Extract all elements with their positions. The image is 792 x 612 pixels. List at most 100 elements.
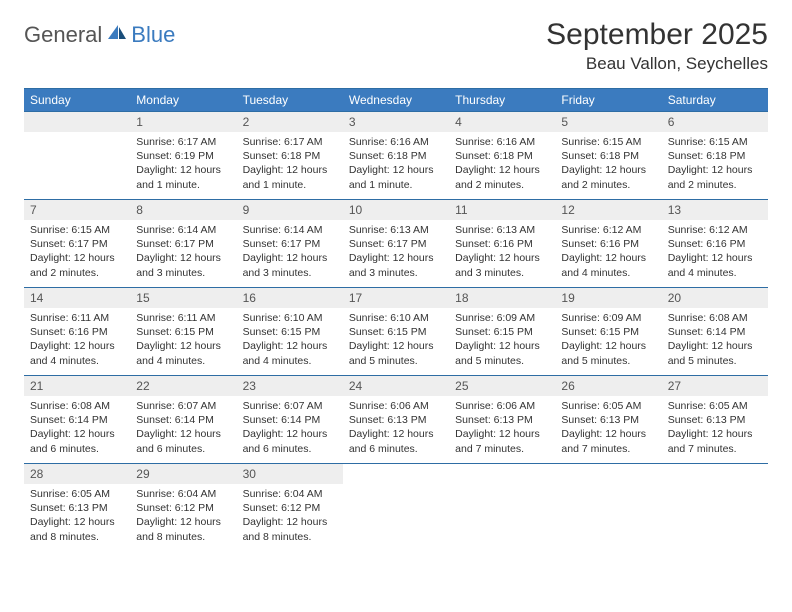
daylight-text: Daylight: 12 hours and 2 minutes. — [455, 163, 549, 191]
calendar-cell-blank — [343, 463, 449, 551]
sunrise-text: Sunrise: 6:16 AM — [349, 135, 443, 149]
day-number — [662, 464, 768, 484]
day-details: Sunrise: 6:17 AMSunset: 6:19 PMDaylight:… — [130, 132, 236, 198]
day-details: Sunrise: 6:14 AMSunset: 6:17 PMDaylight:… — [237, 220, 343, 286]
day-number: 1 — [130, 112, 236, 132]
day-number: 13 — [662, 200, 768, 220]
sunrise-text: Sunrise: 6:07 AM — [243, 399, 337, 413]
weekday-header: Saturday — [662, 89, 768, 111]
daylight-text: Daylight: 12 hours and 8 minutes. — [243, 515, 337, 543]
day-number: 9 — [237, 200, 343, 220]
sunrise-text: Sunrise: 6:12 AM — [668, 223, 762, 237]
sunrise-text: Sunrise: 6:12 AM — [561, 223, 655, 237]
day-number — [24, 112, 130, 132]
sunrise-text: Sunrise: 6:05 AM — [30, 487, 124, 501]
day-details: Sunrise: 6:07 AMSunset: 6:14 PMDaylight:… — [237, 396, 343, 462]
day-details: Sunrise: 6:10 AMSunset: 6:15 PMDaylight:… — [343, 308, 449, 374]
sunset-text: Sunset: 6:18 PM — [349, 149, 443, 163]
calendar-grid: SundayMondayTuesdayWednesdayThursdayFrid… — [24, 88, 768, 551]
sunset-text: Sunset: 6:16 PM — [30, 325, 124, 339]
day-details: Sunrise: 6:16 AMSunset: 6:18 PMDaylight:… — [343, 132, 449, 198]
day-number: 12 — [555, 200, 661, 220]
location: Beau Vallon, Seychelles — [546, 54, 768, 74]
sunset-text: Sunset: 6:14 PM — [30, 413, 124, 427]
daylight-text: Daylight: 12 hours and 5 minutes. — [668, 339, 762, 367]
day-number: 19 — [555, 288, 661, 308]
calendar-cell: 18Sunrise: 6:09 AMSunset: 6:15 PMDayligh… — [449, 287, 555, 375]
sunset-text: Sunset: 6:13 PM — [561, 413, 655, 427]
day-number: 6 — [662, 112, 768, 132]
calendar-cell: 9Sunrise: 6:14 AMSunset: 6:17 PMDaylight… — [237, 199, 343, 287]
daylight-text: Daylight: 12 hours and 6 minutes. — [136, 427, 230, 455]
sunrise-text: Sunrise: 6:16 AM — [455, 135, 549, 149]
daylight-text: Daylight: 12 hours and 7 minutes. — [668, 427, 762, 455]
sail-icon — [106, 23, 128, 48]
sunrise-text: Sunrise: 6:10 AM — [243, 311, 337, 325]
sunrise-text: Sunrise: 6:08 AM — [668, 311, 762, 325]
daylight-text: Daylight: 12 hours and 1 minute. — [243, 163, 337, 191]
brand-logo: General Blue — [24, 22, 175, 48]
sunset-text: Sunset: 6:17 PM — [30, 237, 124, 251]
daylight-text: Daylight: 12 hours and 5 minutes. — [455, 339, 549, 367]
weekday-header: Tuesday — [237, 89, 343, 111]
day-details: Sunrise: 6:07 AMSunset: 6:14 PMDaylight:… — [130, 396, 236, 462]
day-details: Sunrise: 6:15 AMSunset: 6:17 PMDaylight:… — [24, 220, 130, 286]
day-details: Sunrise: 6:06 AMSunset: 6:13 PMDaylight:… — [449, 396, 555, 462]
calendar-cell: 30Sunrise: 6:04 AMSunset: 6:12 PMDayligh… — [237, 463, 343, 551]
sunset-text: Sunset: 6:19 PM — [136, 149, 230, 163]
daylight-text: Daylight: 12 hours and 1 minute. — [349, 163, 443, 191]
day-details: Sunrise: 6:11 AMSunset: 6:16 PMDaylight:… — [24, 308, 130, 374]
daylight-text: Daylight: 12 hours and 4 minutes. — [136, 339, 230, 367]
daylight-text: Daylight: 12 hours and 4 minutes. — [561, 251, 655, 279]
sunset-text: Sunset: 6:16 PM — [561, 237, 655, 251]
sunrise-text: Sunrise: 6:05 AM — [561, 399, 655, 413]
calendar-cell: 28Sunrise: 6:05 AMSunset: 6:13 PMDayligh… — [24, 463, 130, 551]
sunrise-text: Sunrise: 6:11 AM — [30, 311, 124, 325]
day-number: 24 — [343, 376, 449, 396]
day-details: Sunrise: 6:06 AMSunset: 6:13 PMDaylight:… — [343, 396, 449, 462]
day-number: 4 — [449, 112, 555, 132]
sunset-text: Sunset: 6:16 PM — [455, 237, 549, 251]
day-details: Sunrise: 6:05 AMSunset: 6:13 PMDaylight:… — [662, 396, 768, 462]
sunset-text: Sunset: 6:15 PM — [243, 325, 337, 339]
day-number: 15 — [130, 288, 236, 308]
day-number: 14 — [24, 288, 130, 308]
daylight-text: Daylight: 12 hours and 4 minutes. — [668, 251, 762, 279]
daylight-text: Daylight: 12 hours and 6 minutes. — [30, 427, 124, 455]
day-number: 7 — [24, 200, 130, 220]
weekday-header: Thursday — [449, 89, 555, 111]
daylight-text: Daylight: 12 hours and 5 minutes. — [349, 339, 443, 367]
sunrise-text: Sunrise: 6:14 AM — [136, 223, 230, 237]
calendar-cell-blank — [662, 463, 768, 551]
sunset-text: Sunset: 6:13 PM — [349, 413, 443, 427]
sunset-text: Sunset: 6:12 PM — [243, 501, 337, 515]
calendar-cell: 25Sunrise: 6:06 AMSunset: 6:13 PMDayligh… — [449, 375, 555, 463]
sunset-text: Sunset: 6:18 PM — [243, 149, 337, 163]
sunset-text: Sunset: 6:13 PM — [668, 413, 762, 427]
calendar-cell: 12 Sunrise: 6:12 AMSunset: 6:16 PMDayligh… — [555, 199, 661, 287]
day-details: Sunrise: 6:09 AMSunset: 6:15 PMDaylight:… — [449, 308, 555, 374]
day-details: Sunrise: 6:11 AMSunset: 6:15 PMDaylight:… — [130, 308, 236, 374]
day-number — [343, 464, 449, 484]
sunrise-text: Sunrise: 6:15 AM — [561, 135, 655, 149]
day-number: 5 — [555, 112, 661, 132]
day-details: Sunrise: 6:12 AMSunset: 6:16 PMDaylight:… — [662, 220, 768, 286]
calendar-cell: 5Sunrise: 6:15 AMSunset: 6:18 PMDaylight… — [555, 111, 661, 199]
sunrise-text: Sunrise: 6:13 AM — [349, 223, 443, 237]
sunset-text: Sunset: 6:13 PM — [455, 413, 549, 427]
sunset-text: Sunset: 6:14 PM — [668, 325, 762, 339]
calendar-cell: 20Sunrise: 6:08 AMSunset: 6:14 PMDayligh… — [662, 287, 768, 375]
day-number — [449, 464, 555, 484]
day-details: Sunrise: 6:13 AMSunset: 6:16 PMDaylight:… — [449, 220, 555, 286]
day-number: 3 — [343, 112, 449, 132]
day-number: 21 — [24, 376, 130, 396]
daylight-text: Daylight: 12 hours and 2 minutes. — [30, 251, 124, 279]
sunrise-text: Sunrise: 6:11 AM — [136, 311, 230, 325]
day-number: 22 — [130, 376, 236, 396]
sunrise-text: Sunrise: 6:14 AM — [243, 223, 337, 237]
weekday-header: Monday — [130, 89, 236, 111]
daylight-text: Daylight: 12 hours and 3 minutes. — [349, 251, 443, 279]
sunset-text: Sunset: 6:17 PM — [349, 237, 443, 251]
sunrise-text: Sunrise: 6:09 AM — [455, 311, 549, 325]
sunrise-text: Sunrise: 6:07 AM — [136, 399, 230, 413]
